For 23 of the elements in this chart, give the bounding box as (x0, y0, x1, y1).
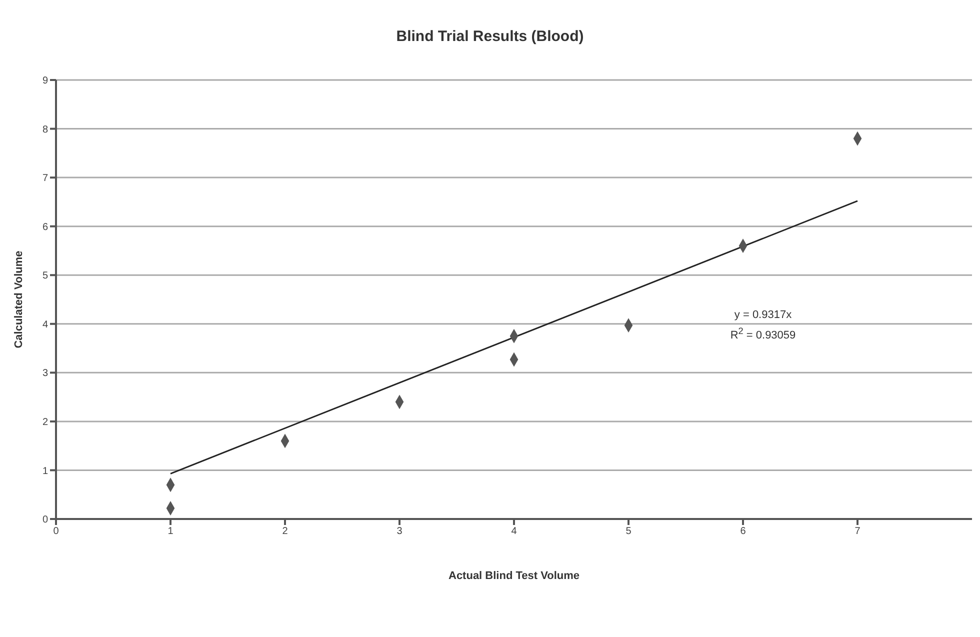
y-tick-label: 9 (42, 76, 48, 87)
annotation: y = 0.9317x (733, 308, 793, 322)
y-tick-label: 4 (42, 319, 48, 330)
x-tick-label: 5 (626, 526, 632, 538)
y-tick-label: 6 (42, 222, 48, 233)
y-tick-label: 7 (42, 173, 48, 184)
chart-title: Blind Trial Results (Blood) (395, 28, 585, 45)
annotation: R$^{2}$ = 0.93059 (729, 325, 797, 343)
y-tick-label: 3 (42, 368, 48, 380)
x-tick-label: 6 (740, 526, 746, 538)
x-tick-label: 1 (168, 526, 174, 538)
x-tick-label: 2 (282, 526, 288, 538)
y-tick-label: 1 (42, 466, 48, 477)
x-tick-label: 3 (396, 526, 403, 538)
y-tick-label: 0 (42, 514, 48, 526)
x-tick-label: 7 (854, 526, 861, 538)
y-tick-label: 5 (42, 270, 48, 282)
x-tick-label: 4 (511, 526, 518, 538)
x-axis-title: Actual Blind Test Volume (448, 570, 580, 582)
y-tick-label: 8 (42, 124, 48, 136)
x-tick-label: 0 (53, 526, 60, 538)
y-axis-title: Calculated Volume (12, 250, 25, 348)
y-tick-label: 2 (42, 416, 48, 428)
